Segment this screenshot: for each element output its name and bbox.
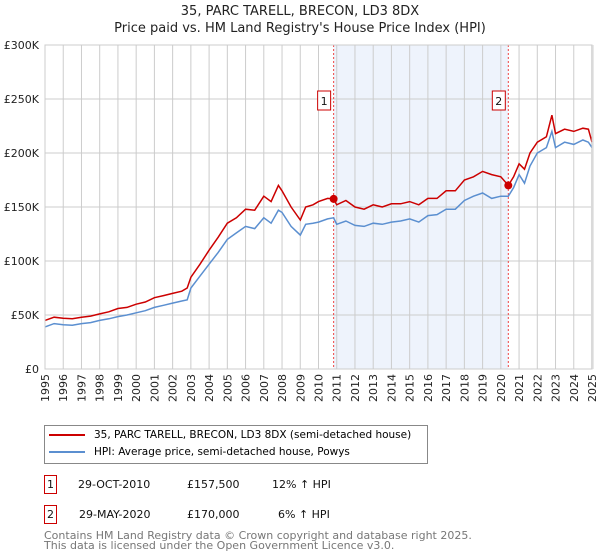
y-tick-label: £300K <box>4 39 40 52</box>
y-tick-label: £250K <box>4 93 40 106</box>
sale-date: 29-MAY-2020 <box>79 508 151 521</box>
x-tick-label: 2004 <box>203 374 216 402</box>
sale-label: 2 <box>495 95 502 108</box>
plot-frame <box>44 44 593 370</box>
x-tick-label: 2018 <box>458 374 471 402</box>
hpi-line <box>44 128 593 328</box>
x-tick-label: 2024 <box>568 374 581 402</box>
chart-title: 35, PARC TARELL, BRECON, LD3 8DX <box>180 4 420 19</box>
y-tick-label: £0 <box>25 363 39 376</box>
sale-row-2: 2 29-MAY-2020 £170,000 6% ↑ HPI <box>44 505 444 525</box>
price-chart: 1995 1996 1997 1998 1999 2000 2001 2002 2003 2004… <box>4 39 599 402</box>
sale-price: £157,500 <box>187 478 240 491</box>
sale-point <box>329 194 338 203</box>
sale-date: 29-OCT-2010 <box>78 478 151 491</box>
sale-row-1: 1 29-OCT-2010 £157,500 12% ↑ HPI <box>44 475 444 495</box>
legend-label: HPI: Average price, semi-detached house,… <box>94 446 350 458</box>
x-tick-label: 2021 <box>513 374 526 402</box>
x-tick-label: 2010 <box>313 374 326 402</box>
y-tick-label: £200K <box>4 147 40 160</box>
legend-label: 35, PARC TARELL, BRECON, LD3 8DX (semi-d… <box>94 429 412 441</box>
footer: Contains HM Land Registry data © Crown c… <box>44 529 472 552</box>
x-tick-label: 2012 <box>349 374 362 402</box>
sale-label-box <box>317 90 332 111</box>
x-tick-label: 1995 <box>39 374 52 402</box>
x-tick-label: 1996 <box>57 374 70 402</box>
legend: 35, PARC TARELL, BRECON, LD3 8DX (semi-d… <box>44 425 428 464</box>
x-tick-label: 2022 <box>531 374 544 402</box>
x-tick-label: 2008 <box>276 374 289 402</box>
sale-price: £170,000 <box>187 508 240 521</box>
footer-line: This data is licensed under the Open Gov… <box>44 539 395 552</box>
property-price-line <box>44 115 593 322</box>
sale-badge: 1 <box>44 475 57 494</box>
chart-subtitle: Price paid vs. HM Land Registry's House … <box>114 21 486 36</box>
y-tick-label: £150K <box>4 201 40 214</box>
y-tick-label: £100K <box>4 255 40 268</box>
sale-point <box>504 181 513 190</box>
x-tick-label: 2003 <box>185 374 198 402</box>
x-tick-label: 2001 <box>148 374 161 402</box>
x-tick-label: 2011 <box>331 374 344 402</box>
x-tick-label: 2007 <box>258 374 271 402</box>
x-tick-label: 2013 <box>367 374 380 402</box>
sale-badge: 2 <box>44 505 57 524</box>
x-tick-label: 2000 <box>130 374 143 402</box>
footer-line: Contains HM Land Registry data © Crown c… <box>44 529 472 542</box>
x-tick-label: 2009 <box>294 374 307 402</box>
x-tick-label: 2006 <box>240 374 253 402</box>
legend-item-hpi: HPI: Average price, semi-detached house,… <box>49 446 350 458</box>
y-tick-label: £50K <box>11 309 40 322</box>
x-tick-label: 1997 <box>75 374 88 402</box>
legend-item-property: 35, PARC TARELL, BRECON, LD3 8DX (semi-d… <box>49 429 411 441</box>
sale-label: 1 <box>321 95 328 108</box>
x-tick-label: 1998 <box>94 374 107 402</box>
x-tick-label: 1999 <box>112 374 125 402</box>
x-tick-label: 2014 <box>385 374 398 402</box>
x-tick-label: 2005 <box>221 374 234 402</box>
sale-delta: 12% ↑ HPI <box>272 478 331 491</box>
x-tick-label: 2019 <box>477 374 490 402</box>
x-tick-label: 2015 <box>404 374 417 402</box>
x-tick-label: 2025 <box>586 374 599 402</box>
x-tick-label: 2023 <box>550 374 563 402</box>
x-tick-label: 2002 <box>167 374 180 402</box>
x-tick-label: 2020 <box>495 374 508 402</box>
sale-delta: 6% ↑ HPI <box>278 508 330 521</box>
legend-swatch-blue <box>49 451 85 453</box>
x-tick-label: 2016 <box>422 374 435 402</box>
x-tick-label: 2017 <box>440 374 453 402</box>
sale-label-box <box>491 90 506 111</box>
legend-swatch-red <box>49 434 85 436</box>
